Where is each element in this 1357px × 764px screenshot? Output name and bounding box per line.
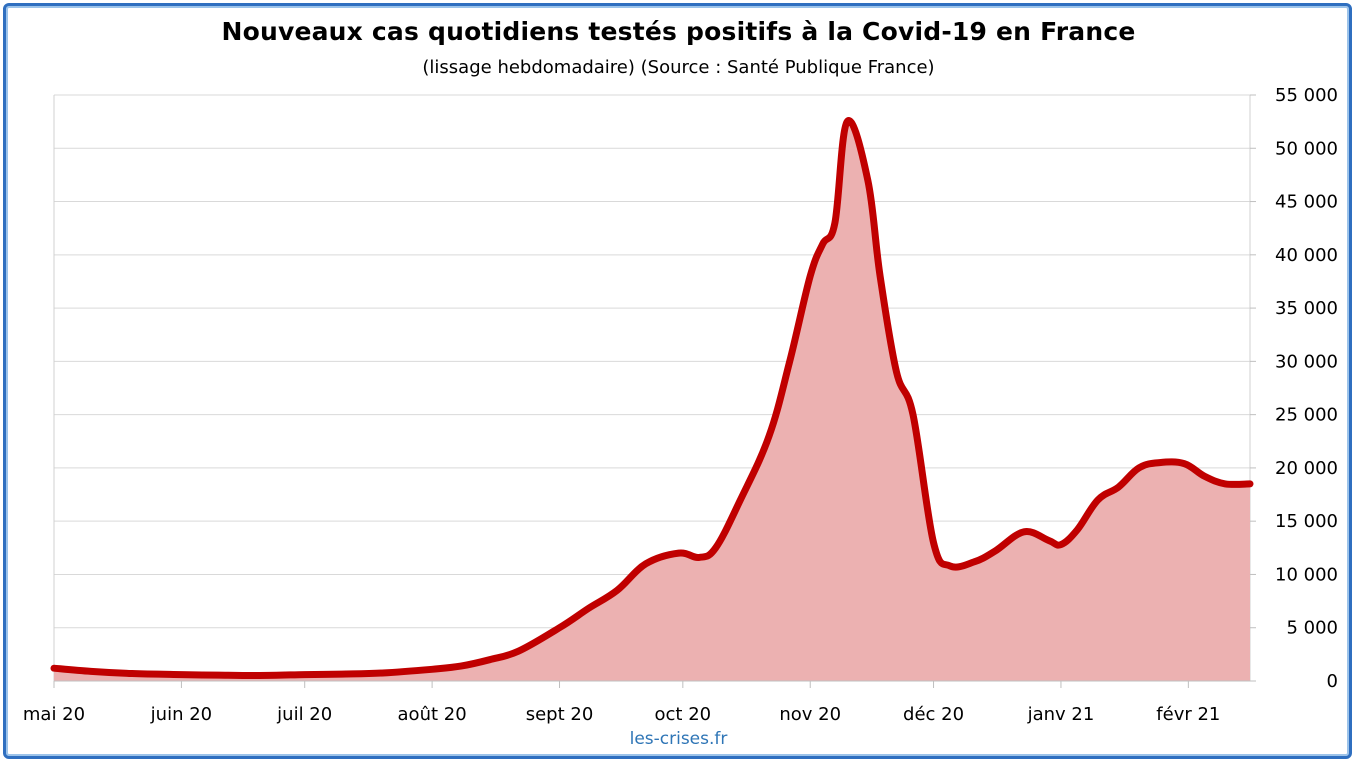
x-tick-label: janv 21 <box>1027 704 1095 725</box>
y-tick-label: 50 000 <box>1275 138 1338 159</box>
y-tick-label: 20 000 <box>1275 458 1338 479</box>
source-credit[interactable]: les-crises.fr <box>629 729 728 749</box>
gridlines <box>53 94 1251 682</box>
x-tick-label: mai 20 <box>23 704 85 725</box>
y-tick-label: 0 <box>1327 671 1338 692</box>
y-tick-label: 35 000 <box>1275 298 1338 319</box>
x-tick-label: juin 20 <box>150 704 212 725</box>
y-tick-label: 40 000 <box>1275 245 1338 266</box>
axes: 0 5 000 10 000 15 000 20 000 25 000 30 000 35 0… <box>23 85 1338 725</box>
chart-frame <box>3 3 1352 759</box>
y-tick-label: 15 000 <box>1275 511 1338 532</box>
x-tick-label: juil 20 <box>276 704 332 725</box>
y-tick-label: 10 000 <box>1275 564 1338 585</box>
x-tick-label: sept 20 <box>526 704 594 725</box>
y-tick-label: 45 000 <box>1275 192 1338 213</box>
x-tick-label: nov 20 <box>779 704 841 725</box>
chart-title: Nouveaux cas quotidiens testés positifs … <box>221 17 1136 46</box>
chart-subtitle: (lissage hebdomadaire) (Source : Santé P… <box>422 57 935 78</box>
x-tick-label: août 20 <box>398 704 467 725</box>
x-tick-label: oct 20 <box>655 704 712 725</box>
y-tick-label: 55 000 <box>1275 85 1338 106</box>
y-tick-label: 30 000 <box>1275 351 1338 372</box>
x-tick-label: févr 21 <box>1156 704 1220 725</box>
series-area <box>54 120 1250 681</box>
series-line <box>50 117 1254 680</box>
y-tick-label: 25 000 <box>1275 405 1338 426</box>
x-tick-label: déc 20 <box>903 704 964 725</box>
y-tick-label: 5 000 <box>1286 618 1338 639</box>
